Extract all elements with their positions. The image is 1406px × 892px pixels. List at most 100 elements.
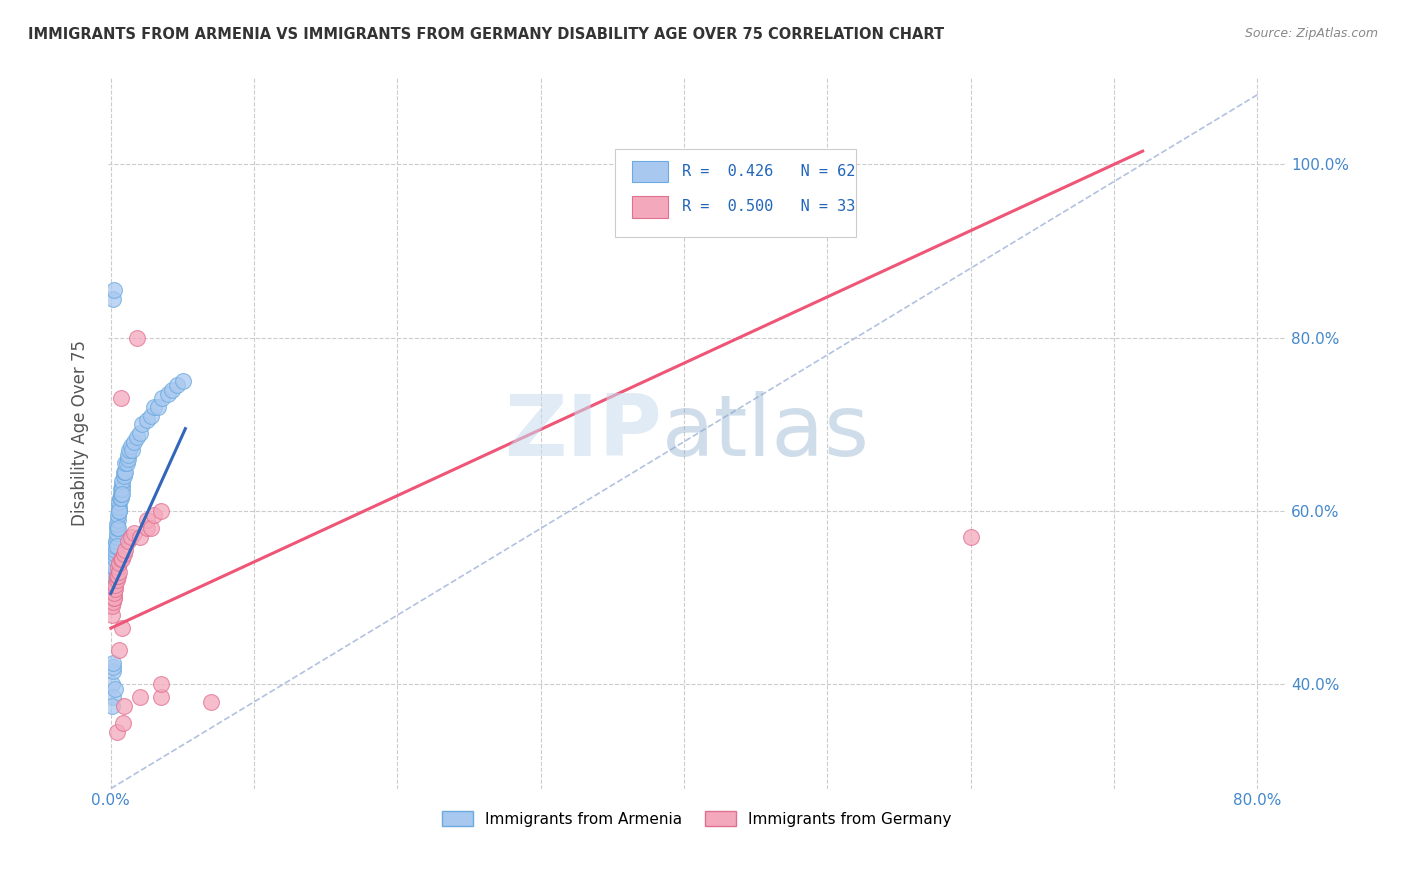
Text: R =  0.500   N = 33: R = 0.500 N = 33: [682, 199, 855, 214]
Point: [139, 409, 162, 423]
Point: [105, 521, 128, 535]
Point: [108, 500, 131, 514]
Point: [103, 578, 125, 592]
Point: [103, 656, 125, 670]
Point: [121, 443, 143, 458]
Point: [103, 565, 125, 579]
Point: [128, 530, 150, 544]
Point: [112, 699, 135, 714]
Point: [125, 430, 148, 444]
Point: [110, 551, 132, 566]
FancyBboxPatch shape: [614, 149, 856, 237]
Point: [103, 591, 125, 605]
Point: [142, 508, 165, 523]
Point: [105, 725, 128, 739]
Point: [103, 586, 125, 600]
Point: [101, 569, 124, 583]
Point: [135, 413, 157, 427]
Point: [105, 516, 128, 531]
Point: [111, 486, 134, 500]
Point: [101, 660, 124, 674]
Point: [117, 448, 139, 462]
Point: [103, 560, 125, 574]
FancyBboxPatch shape: [633, 161, 668, 182]
Point: [114, 456, 136, 470]
Point: [107, 521, 129, 535]
Point: [152, 392, 174, 406]
Point: [103, 283, 125, 297]
Point: [108, 556, 131, 570]
Point: [107, 513, 129, 527]
Point: [110, 392, 132, 406]
Y-axis label: Disability Age Over 75: Disability Age Over 75: [72, 340, 89, 526]
Point: [101, 608, 124, 623]
Point: [103, 591, 125, 605]
Point: [107, 560, 129, 574]
Point: [146, 400, 169, 414]
Point: [125, 330, 148, 344]
Point: [107, 504, 129, 518]
Point: [104, 534, 127, 549]
Point: [101, 699, 124, 714]
Point: [114, 465, 136, 479]
Point: [101, 690, 124, 705]
Point: [135, 513, 157, 527]
Point: [100, 586, 122, 600]
Point: [118, 443, 141, 458]
Text: Source: ZipAtlas.com: Source: ZipAtlas.com: [1244, 27, 1378, 40]
Point: [101, 578, 124, 592]
Point: [117, 534, 139, 549]
Point: [139, 521, 162, 535]
Point: [120, 530, 142, 544]
FancyBboxPatch shape: [633, 196, 668, 218]
Point: [108, 495, 131, 509]
Point: [101, 665, 124, 679]
Point: [162, 383, 184, 397]
Point: [101, 586, 124, 600]
Point: [105, 525, 128, 540]
Point: [101, 677, 124, 691]
Text: ZIP: ZIP: [503, 392, 662, 475]
Point: [128, 690, 150, 705]
Point: [105, 539, 128, 553]
Point: [107, 569, 129, 583]
Text: R =  0.426   N = 62: R = 0.426 N = 62: [682, 164, 855, 178]
Point: [200, 695, 222, 709]
Point: [128, 425, 150, 440]
Point: [114, 543, 136, 558]
Point: [112, 548, 135, 562]
Point: [111, 483, 134, 497]
Point: [104, 681, 127, 696]
Point: [101, 582, 124, 596]
Point: [103, 595, 125, 609]
Point: [107, 508, 129, 523]
Point: [101, 580, 124, 594]
Point: [110, 486, 132, 500]
Text: IMMIGRANTS FROM ARMENIA VS IMMIGRANTS FROM GERMANY DISABILITY AGE OVER 75 CORREL: IMMIGRANTS FROM ARMENIA VS IMMIGRANTS FR…: [28, 27, 945, 42]
Point: [108, 565, 131, 579]
Point: [108, 491, 131, 505]
Point: [150, 677, 173, 691]
Point: [101, 292, 124, 306]
Point: [172, 374, 194, 388]
Point: [150, 504, 173, 518]
Point: [110, 483, 132, 497]
Point: [105, 569, 128, 583]
Point: [101, 574, 124, 588]
Point: [104, 539, 127, 553]
Point: [131, 417, 153, 432]
Point: [108, 504, 131, 518]
Point: [101, 591, 124, 605]
Legend: Immigrants from Armenia, Immigrants from Germany: Immigrants from Armenia, Immigrants from…: [434, 803, 959, 834]
Point: [150, 690, 173, 705]
Point: [157, 387, 180, 401]
Point: [120, 439, 142, 453]
Point: [117, 452, 139, 467]
Point: [103, 582, 125, 596]
Point: [112, 465, 135, 479]
Point: [103, 556, 125, 570]
Point: [112, 469, 135, 483]
Point: [111, 551, 134, 566]
Text: atlas: atlas: [662, 392, 870, 475]
Point: [104, 548, 127, 562]
